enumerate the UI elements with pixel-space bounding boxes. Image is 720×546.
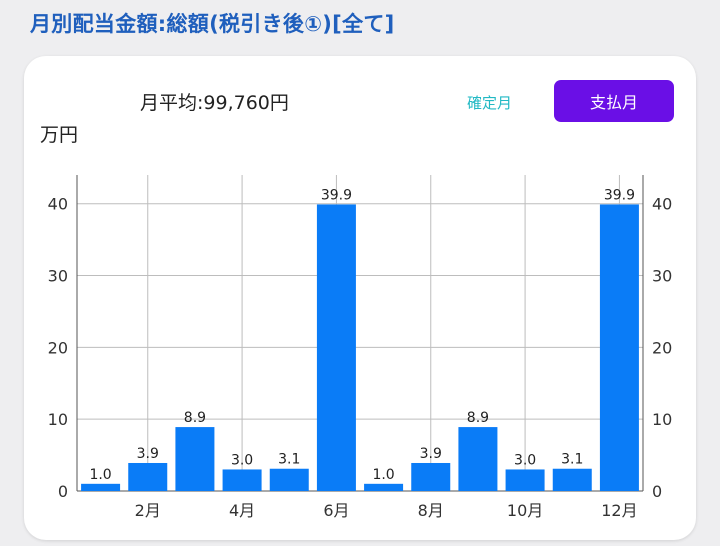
y-axis-unit-label: 万円 bbox=[40, 124, 79, 146]
bar-11月 bbox=[552, 468, 592, 491]
data-label-3月: 8.9 bbox=[184, 410, 206, 426]
bar-8月 bbox=[411, 462, 451, 491]
y-tick-label-left: 20 bbox=[48, 338, 68, 357]
data-label-1月: 1.0 bbox=[89, 467, 111, 483]
x-tick-label: 2月 bbox=[135, 501, 161, 520]
y-tick-label-right: 30 bbox=[652, 267, 672, 286]
bar-12月 bbox=[599, 204, 639, 492]
y-tick-label-right: 0 bbox=[652, 482, 662, 501]
y-tick-label-left: 10 bbox=[48, 410, 68, 429]
data-label-11月: 3.1 bbox=[561, 452, 583, 468]
bar-2月 bbox=[128, 462, 168, 491]
bar-6月 bbox=[316, 204, 356, 492]
bar-3月 bbox=[175, 427, 215, 491]
bar-4月 bbox=[222, 469, 262, 491]
bar-10月 bbox=[505, 469, 545, 491]
bar-7月 bbox=[364, 483, 404, 491]
data-label-10月: 3.0 bbox=[514, 452, 536, 468]
x-tick-label: 12月 bbox=[601, 501, 637, 520]
data-label-6月: 39.9 bbox=[321, 187, 352, 203]
y-tick-label-right: 20 bbox=[652, 338, 672, 357]
data-label-7月: 1.0 bbox=[372, 467, 394, 483]
data-label-12月: 39.9 bbox=[604, 187, 635, 203]
data-label-2月: 3.9 bbox=[137, 446, 159, 462]
bar-1月 bbox=[81, 483, 121, 491]
data-label-4月: 3.0 bbox=[231, 452, 253, 468]
data-label-5月: 3.1 bbox=[278, 452, 300, 468]
x-tick-label: 6月 bbox=[323, 501, 349, 520]
x-tick-label: 10月 bbox=[507, 501, 543, 520]
bar-9月 bbox=[458, 427, 498, 491]
page-title: 月別配当金額:総額(税引き後①)[全て] bbox=[30, 12, 395, 36]
x-tick-label: 8月 bbox=[418, 501, 444, 520]
y-tick-label-right: 40 bbox=[652, 195, 672, 214]
y-tick-label-left: 0 bbox=[58, 482, 68, 501]
x-tick-label: 4月 bbox=[229, 501, 255, 520]
data-label-8月: 3.9 bbox=[420, 446, 442, 462]
y-tick-label-left: 30 bbox=[48, 267, 68, 286]
chart-card bbox=[24, 56, 696, 540]
data-label-9月: 8.9 bbox=[467, 410, 489, 426]
y-tick-label-right: 10 bbox=[652, 410, 672, 429]
bar-5月 bbox=[269, 468, 309, 491]
payment-month-button[interactable]: 支払月 bbox=[554, 80, 674, 122]
monthly-average-label: 月平均:99,760円 bbox=[140, 92, 289, 114]
confirmed-month-toggle[interactable]: 確定月 bbox=[467, 94, 513, 112]
y-tick-label-left: 40 bbox=[48, 195, 68, 214]
